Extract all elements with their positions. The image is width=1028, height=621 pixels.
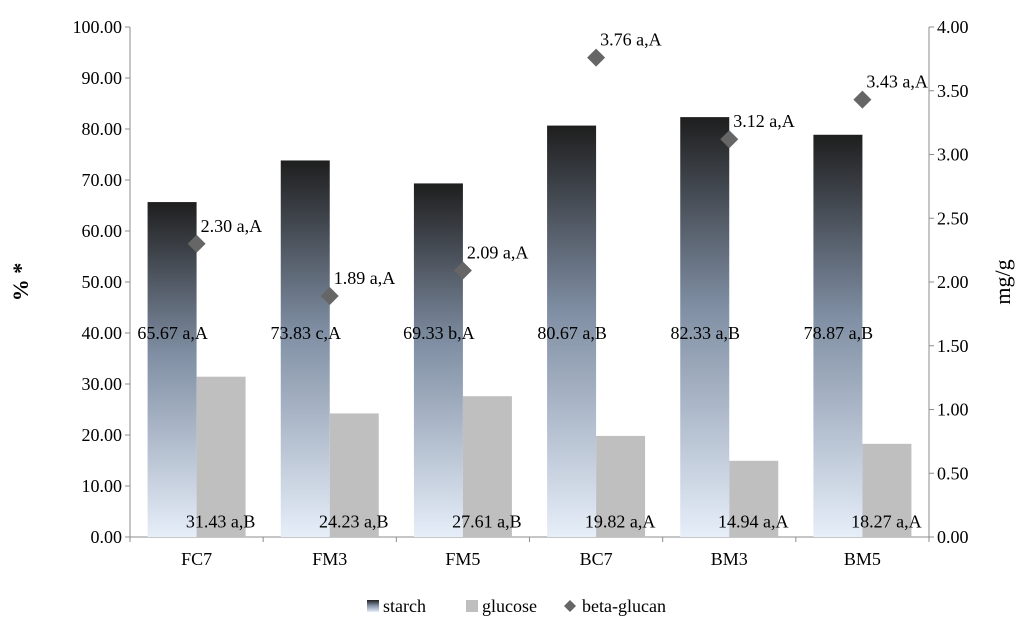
left-tick-label: 40.00 [82, 323, 123, 343]
left-tick-label: 100.00 [73, 17, 123, 37]
right-tick-label: 1.00 [937, 400, 969, 420]
right-tick-label: 4.00 [937, 17, 969, 37]
starch-bar [547, 125, 597, 537]
beta-glucan-markers [187, 48, 872, 306]
starch-bar [147, 202, 197, 537]
starch-bar [680, 117, 730, 537]
left-tick-label: 70.00 [82, 170, 123, 190]
glucose-data-label: 27.61 a,B [452, 512, 522, 532]
starch-bar [413, 183, 463, 538]
beta-glucan-data-label: 1.89 a,A [334, 268, 396, 288]
beta-glucan-marker [320, 287, 339, 306]
left-tick-label: 50.00 [82, 272, 123, 292]
right-tick-label: 1.50 [937, 336, 969, 356]
beta-glucan-marker [587, 48, 606, 67]
right-tick-label: 2.00 [937, 272, 969, 292]
starch-data-label: 82.33 a,B [671, 323, 741, 343]
glucose-bar [462, 396, 512, 537]
legend-swatch-starch [367, 600, 379, 612]
x-tick-label: BC7 [580, 549, 613, 569]
legend: starch glucose beta-glucan [367, 596, 666, 616]
bars [147, 117, 912, 538]
beta-glucan-data-label: 3.76 a,A [600, 30, 662, 50]
left-tick-label: 20.00 [82, 425, 123, 445]
left-tick-label: 60.00 [82, 221, 123, 241]
starch-data-label: 78.87 a,B [804, 323, 874, 343]
x-tick-label: BM3 [711, 549, 748, 569]
x-tick-label: FM3 [312, 549, 347, 569]
glucose-bar [196, 376, 246, 537]
beta-glucan-data-label: 3.43 a,A [866, 72, 928, 92]
beta-glucan-marker [453, 261, 472, 280]
beta-glucan-marker [720, 130, 739, 149]
glucose-data-label: 24.23 a,B [319, 512, 389, 532]
right-axis-ticks: 0.00 0.50 1.00 1.50 2.00 2.50 3.00 3.50 4.00 [929, 17, 969, 547]
data-labels: 65.67 a,A 31.43 a,B 2.30 a,A 73.83 c,A 24.23… [137, 30, 928, 532]
beta-glucan-data-label: 2.09 a,A [467, 243, 528, 263]
right-tick-label: 3.00 [937, 145, 969, 165]
glucose-data-label: 19.82 a,A [585, 512, 656, 532]
glucose-bar [729, 460, 779, 537]
x-tick-label: FC7 [181, 549, 212, 569]
axes: 0.00 10.00 20.00 30.00 40.00 50.00 60.00 70.00 8… [73, 17, 969, 569]
beta-glucan-data-label: 3.12 a,A [733, 111, 795, 131]
glucose-data-label: 18.27 a,A [851, 512, 922, 532]
glucose-data-label: 14.94 a,A [718, 512, 789, 532]
starch-bar [280, 160, 330, 538]
right-tick-label: 0.00 [937, 527, 969, 547]
glucose-bar [596, 435, 646, 537]
legend-swatch-glucose [466, 600, 478, 612]
x-tick-label: FM5 [445, 549, 480, 569]
starch-data-label: 80.67 a,B [537, 323, 607, 343]
left-tick-label: 80.00 [82, 119, 123, 139]
left-tick-label: 0.00 [91, 527, 123, 547]
x-axis-ticks: FC7 FM3 FM5 BC7 BM3 BM5 [129, 537, 930, 569]
glucose-data-label: 31.43 a,B [186, 512, 256, 532]
left-tick-label: 10.00 [82, 476, 123, 496]
legend-label-glucose: glucose [482, 596, 537, 616]
glucose-bar [329, 413, 379, 537]
y2-axis-title: mg/g [990, 259, 1015, 304]
starch-bar [813, 134, 863, 537]
right-tick-label: 3.50 [937, 81, 969, 101]
legend-label-starch: starch [383, 596, 426, 616]
starch-data-label: 65.67 a,A [137, 323, 208, 343]
legend-label-beta-glucan: beta-glucan [582, 596, 666, 616]
y-axis-title: % * [8, 263, 33, 302]
left-tick-label: 30.00 [82, 374, 123, 394]
x-tick-label: BM5 [844, 549, 881, 569]
beta-glucan-marker [853, 90, 872, 109]
starch-data-label: 73.83 c,A [271, 323, 342, 343]
right-tick-label: 0.50 [937, 463, 969, 483]
beta-glucan-data-label: 2.30 a,A [201, 216, 262, 236]
right-tick-label: 2.50 [937, 208, 969, 228]
legend-swatch-beta-glucan [564, 600, 576, 612]
beta-glucan-marker [187, 234, 206, 253]
starch-data-label: 69.33 b,A [403, 323, 475, 343]
left-axis-ticks: 0.00 10.00 20.00 30.00 40.00 50.00 60.00 70.00 8… [73, 17, 130, 547]
left-tick-label: 90.00 [82, 68, 123, 88]
glucose-bar [862, 443, 912, 537]
